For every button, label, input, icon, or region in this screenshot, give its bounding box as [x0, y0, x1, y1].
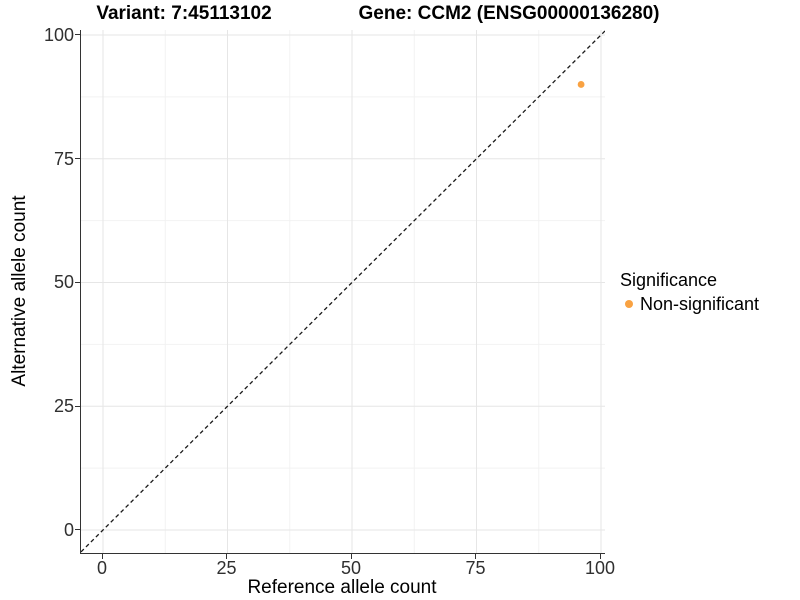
y-axis-tick-label: 100: [43, 24, 74, 45]
y-axis-tick-mark: [75, 529, 80, 531]
y-axis-tick-mark: [75, 405, 80, 407]
y-axis-tick-label: 50: [53, 272, 74, 293]
legend-point-icon: [625, 300, 633, 308]
x-axis-tick-label: 50: [340, 558, 362, 578]
y-axis-tick-mark: [75, 281, 80, 283]
legend: Significance Non-significant: [620, 270, 759, 314]
identity-dashed-line: [81, 30, 605, 553]
y-axis-tick-label: 75: [53, 148, 74, 169]
x-axis-tick-label: 75: [465, 558, 486, 578]
x-axis-tick-mark: [350, 554, 352, 559]
legend-title: Significance: [620, 270, 718, 290]
x-axis-tick-label: 0: [96, 558, 108, 578]
legend-items: Non-significant: [620, 294, 759, 314]
x-axis-tick-mark: [226, 554, 227, 559]
x-axis-tick-mark: [101, 554, 103, 559]
plot-panel: [80, 30, 605, 554]
y-axis-tick-mark: [75, 158, 80, 160]
x-axis-tick-mark: [475, 554, 476, 559]
y-axis-tick-label: 0: [63, 519, 74, 540]
x-axis-tick-label: 25: [216, 558, 237, 578]
y-axis-title: Alternative allele count: [9, 195, 30, 387]
plot-canvas: [81, 30, 605, 553]
y-axis-tick-mark: [75, 34, 80, 36]
legend-item: Non-significant: [620, 294, 759, 314]
plot-title-variant: Variant: 7:45113102: [96, 3, 272, 24]
x-axis-tick-label: 100: [584, 558, 616, 578]
y-axis-tick-label: 25: [53, 396, 74, 417]
x-axis-title: Reference allele count: [247, 577, 437, 598]
x-axis-tick-mark: [599, 554, 601, 559]
legend-key: [620, 295, 638, 313]
data-point: [577, 81, 585, 88]
legend-item-label: Non-significant: [640, 293, 760, 314]
plot-title-gene: Gene: CCM2 (ENSG00000136280): [358, 3, 660, 24]
